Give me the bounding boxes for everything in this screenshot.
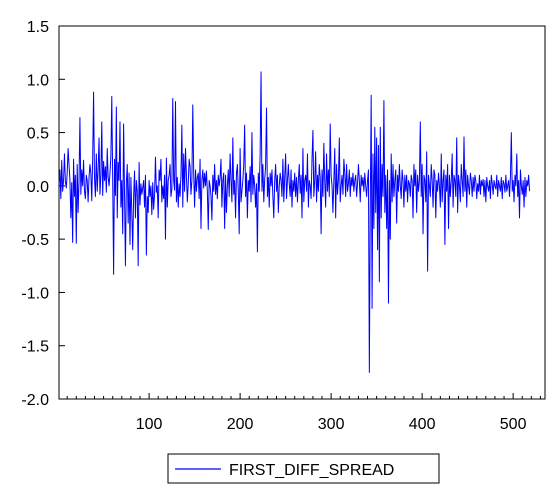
x-tick-label: 100	[136, 416, 163, 433]
y-tick-label: 0.0	[27, 179, 49, 196]
y-tick-label: 1.5	[27, 19, 49, 36]
y-tick-label: -1.5	[21, 339, 49, 356]
x-tick-label: 500	[500, 416, 527, 433]
x-tick-label: 200	[227, 416, 254, 433]
y-tick-label: 1.0	[27, 72, 49, 89]
x-tick-label: 400	[409, 416, 436, 433]
y-tick-label: -1.0	[21, 285, 49, 302]
y-axis: -2.0 -1.5 -1.0 -0.5 0.0 0.5 1.0 1.5	[21, 19, 65, 409]
legend: FIRST_DIFF_SPREAD	[167, 453, 440, 484]
series-line-0	[58, 71, 531, 373]
y-tick-label: 0.5	[27, 126, 49, 143]
y-tick-label: -2.0	[21, 392, 49, 409]
legend-label: FIRST_DIFF_SPREAD	[229, 462, 394, 479]
series-layer	[58, 71, 531, 373]
x-tick-label: 300	[318, 416, 345, 433]
x-axis: 100 200 300 400 500	[66, 393, 541, 433]
y-tick-label: -0.5	[21, 232, 49, 249]
